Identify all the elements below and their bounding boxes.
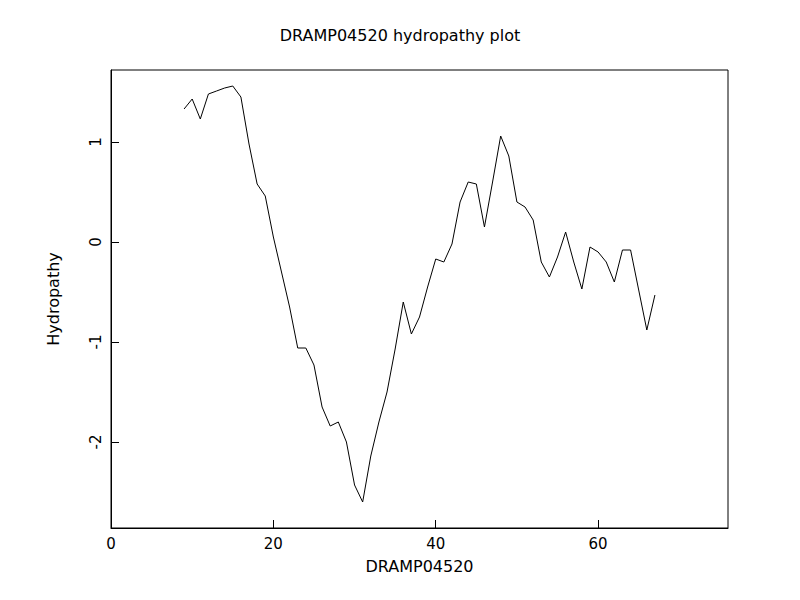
svg-text:40: 40 bbox=[426, 535, 445, 553]
svg-text:60: 60 bbox=[589, 535, 608, 553]
svg-text:Hydropathy: Hydropathy bbox=[44, 252, 63, 346]
svg-text:-2: -2 bbox=[87, 435, 105, 450]
svg-text:0: 0 bbox=[87, 237, 105, 247]
svg-text:0: 0 bbox=[106, 535, 116, 553]
svg-text:1: 1 bbox=[87, 137, 105, 147]
svg-text:-1: -1 bbox=[87, 335, 105, 350]
svg-text:DRAMP04520 hydropathy plot: DRAMP04520 hydropathy plot bbox=[280, 26, 521, 45]
svg-text:20: 20 bbox=[264, 535, 283, 553]
svg-text:DRAMP04520: DRAMP04520 bbox=[365, 557, 473, 576]
